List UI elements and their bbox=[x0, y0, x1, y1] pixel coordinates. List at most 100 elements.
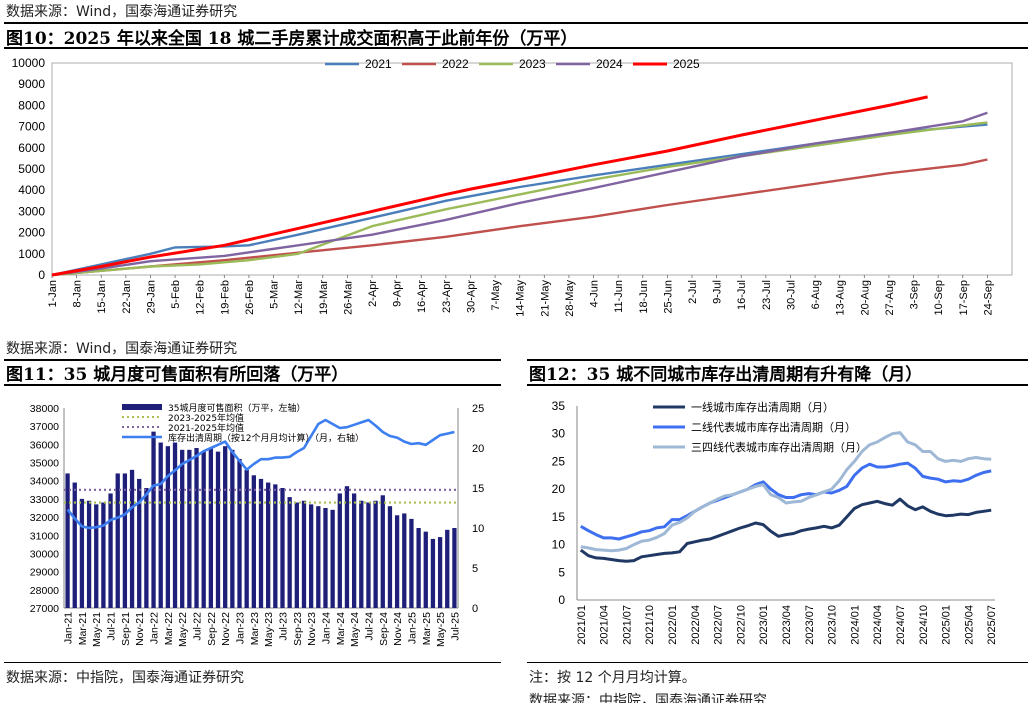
x-tick-label: Mar-22 bbox=[163, 612, 175, 645]
x-tick-label: 16-Apr bbox=[416, 280, 428, 313]
x-tick-label: 20-Aug bbox=[859, 280, 871, 315]
x-tick-label: 2024/07 bbox=[895, 605, 907, 645]
legend-label-2021: 2021 bbox=[365, 57, 392, 71]
x-tick-label: Sep-23 bbox=[292, 612, 304, 646]
x-tick-label: Jul-23 bbox=[277, 612, 289, 641]
legend-label: 二线代表城市库存出清周期（月） bbox=[691, 420, 856, 434]
bar bbox=[187, 449, 192, 608]
bottom-rule-left bbox=[4, 662, 501, 663]
source-note-bottom-right-clip: 数据来源：中指院，国泰海通证券研究 bbox=[529, 688, 1009, 703]
bar bbox=[380, 495, 385, 608]
series-line-2023 bbox=[51, 121, 988, 277]
bar bbox=[301, 500, 307, 608]
cycle-line bbox=[66, 418, 455, 530]
x-tick-label: 2022/04 bbox=[690, 605, 702, 645]
bar bbox=[151, 431, 156, 608]
legend-label-2022: 2022 bbox=[442, 57, 469, 71]
source-note-bottom-left: 数据来源：中指院，国泰海通证券研究 bbox=[6, 670, 244, 686]
legend-label-2023: 2023 bbox=[519, 57, 546, 71]
bar bbox=[201, 451, 206, 608]
y-tick-label: 2000 bbox=[18, 226, 45, 240]
x-tick-label: 9-Apr bbox=[392, 280, 404, 307]
x-tick-label: 7-May bbox=[490, 280, 502, 311]
legend-label: 35城月度可售面积（万平，左轴） bbox=[168, 402, 305, 414]
x-tick-label: 12-Mar bbox=[293, 280, 305, 315]
x-tick-label: 2025/01 bbox=[941, 605, 953, 645]
y-left-tick-label: 35000 bbox=[30, 458, 59, 470]
bar bbox=[230, 449, 235, 608]
bar bbox=[409, 518, 414, 608]
y-right-tick-label: 0 bbox=[472, 603, 478, 615]
y-tick-label: 7000 bbox=[18, 120, 45, 134]
bar bbox=[308, 504, 314, 608]
x-tick-label: 8-Jan bbox=[72, 280, 84, 308]
bar bbox=[373, 500, 378, 608]
x-tick-label: May-23 bbox=[263, 612, 275, 647]
bar bbox=[337, 493, 342, 608]
x-tick-label: 2022/10 bbox=[735, 605, 747, 645]
legend-label-2025: 2025 bbox=[673, 57, 700, 71]
y-right-tick-label: 15 bbox=[472, 483, 484, 495]
x-tick-label: 3-Sep bbox=[909, 280, 921, 309]
x-tick-label: 2021/10 bbox=[644, 605, 656, 645]
bar bbox=[344, 486, 350, 608]
x-tick-label: 29-Jan bbox=[145, 280, 157, 314]
bottom-rule-right bbox=[527, 662, 1028, 663]
x-tick-label: 2021/04 bbox=[599, 605, 611, 645]
bar bbox=[251, 475, 256, 608]
title-rule-top bbox=[4, 22, 1028, 24]
note-bottom-right: 注：按 12 个月月均计算。 bbox=[529, 670, 696, 686]
x-tick-label: 23-Apr bbox=[441, 280, 453, 313]
y-tick-label: 25 bbox=[552, 454, 566, 468]
bar bbox=[137, 478, 142, 608]
bar bbox=[273, 484, 278, 608]
bar bbox=[115, 473, 120, 608]
bar bbox=[294, 502, 299, 608]
x-tick-label: Nov-23 bbox=[306, 612, 318, 646]
bar bbox=[437, 537, 443, 608]
y-tick-label: 20 bbox=[552, 482, 566, 496]
x-tick-label: 13-Aug bbox=[835, 280, 847, 315]
x-tick-label: 2023/07 bbox=[804, 605, 816, 645]
title-rule-fig11-bottom bbox=[4, 384, 501, 386]
bar bbox=[430, 538, 436, 608]
x-tick-label: Sep-22 bbox=[206, 612, 218, 646]
y-tick-label: 1000 bbox=[18, 247, 45, 261]
y-left-tick-label: 34000 bbox=[30, 476, 59, 488]
x-tick-label: Jan-21 bbox=[63, 612, 75, 644]
x-tick-label: 24-Sep bbox=[982, 280, 994, 315]
series-line-2025 bbox=[51, 95, 928, 277]
y-left-tick-label: 36000 bbox=[30, 439, 59, 451]
x-tick-label: 2025/04 bbox=[963, 605, 975, 645]
chart-fig11: 27000 28000 29000 30000 31000 32000 33000 34000… bbox=[30, 402, 484, 647]
title-rule-fig11 bbox=[4, 359, 501, 361]
series-line-1 bbox=[580, 461, 992, 541]
legend-swatch-bars bbox=[122, 404, 162, 410]
x-tick-label: Sep-24 bbox=[378, 612, 390, 646]
x-tick-label: 1-Jan bbox=[47, 280, 59, 308]
x-tick-label: 27-Aug bbox=[884, 280, 896, 315]
x-tick-label: Jan-25 bbox=[406, 612, 418, 644]
x-tick-label: 22-Jan bbox=[121, 280, 133, 314]
x-tick-label: May-25 bbox=[435, 612, 447, 647]
bar bbox=[394, 515, 400, 608]
x-tick-label: 26-Mar bbox=[342, 280, 354, 315]
x-tick-label: Mar-25 bbox=[421, 612, 433, 645]
x-tick-label: Jan-24 bbox=[320, 612, 332, 644]
bar bbox=[208, 448, 214, 608]
x-tick-label: May-24 bbox=[349, 612, 361, 647]
x-tick-label: May-21 bbox=[91, 612, 103, 647]
source-note-mid: 数据来源：Wind，国泰海通证券研究 bbox=[6, 341, 238, 357]
y-tick-label: 0 bbox=[558, 593, 565, 607]
x-tick-label: 2023/04 bbox=[781, 605, 793, 645]
bar bbox=[452, 528, 457, 608]
x-tick-label: Mar-21 bbox=[77, 612, 89, 645]
x-tick-label: 12-Feb bbox=[195, 280, 207, 315]
y-left-tick-label: 31000 bbox=[30, 530, 59, 542]
bar bbox=[194, 448, 199, 608]
series-line-2021 bbox=[51, 123, 988, 277]
x-tick-label: 6-Aug bbox=[810, 280, 822, 309]
series-line-2024 bbox=[51, 111, 988, 277]
chart-title-fig10: 图10：2025 年以来全国 18 城二手房累计成交面积高于此前年份（万平） bbox=[6, 29, 578, 49]
x-tick-label: 14-May bbox=[515, 280, 527, 317]
